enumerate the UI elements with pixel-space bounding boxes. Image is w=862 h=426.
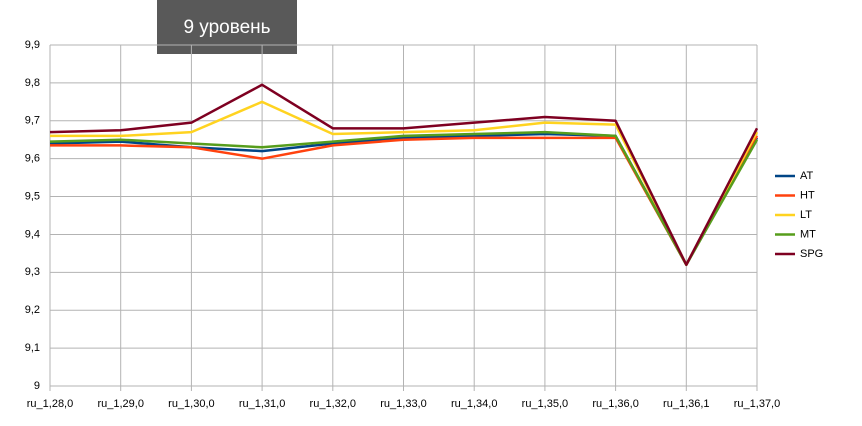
legend-label: MT [800, 228, 816, 240]
y-tick-label: 9,6 [25, 153, 40, 165]
x-tick-label: ru_1,36,0 [592, 398, 638, 410]
y-tick-label: 9,9 [25, 39, 40, 51]
x-tick-label: ru_1,33,0 [380, 398, 426, 410]
x-tick-label: ru_1,29,0 [97, 398, 143, 410]
x-tick-label: ru_1,34,0 [451, 398, 497, 410]
x-tick-label: ru_1,28,0 [27, 398, 73, 410]
y-tick-label: 9,3 [25, 266, 40, 278]
x-tick-label: ru_1,35,0 [522, 398, 568, 410]
legend-label: SPG [800, 248, 823, 260]
y-tick-label: 9,7 [25, 115, 40, 127]
y-tick-label: 9,8 [25, 77, 40, 89]
x-tick-label: ru_1,30,0 [168, 398, 214, 410]
x-tick-label: ru_1,37,0 [734, 398, 780, 410]
chart-title: 9 уровень [183, 17, 270, 38]
series-line [49, 130, 759, 267]
y-tick-label: 9,2 [25, 304, 40, 316]
series-line [49, 83, 759, 267]
x-tick-label: ru_1,31,0 [239, 398, 285, 410]
legend-label: AT [800, 170, 814, 182]
y-tick-label: 9,4 [25, 228, 40, 240]
legend-label: LT [800, 209, 812, 221]
y-tick-label: 9 [34, 380, 40, 392]
y-tick-label: 9,1 [25, 342, 40, 354]
legend-label: HT [800, 189, 815, 201]
x-tick-label: ru_1,36,1 [663, 398, 709, 410]
y-tick-label: 9,5 [25, 190, 40, 202]
x-tick-label: ru_1,32,0 [310, 398, 356, 410]
